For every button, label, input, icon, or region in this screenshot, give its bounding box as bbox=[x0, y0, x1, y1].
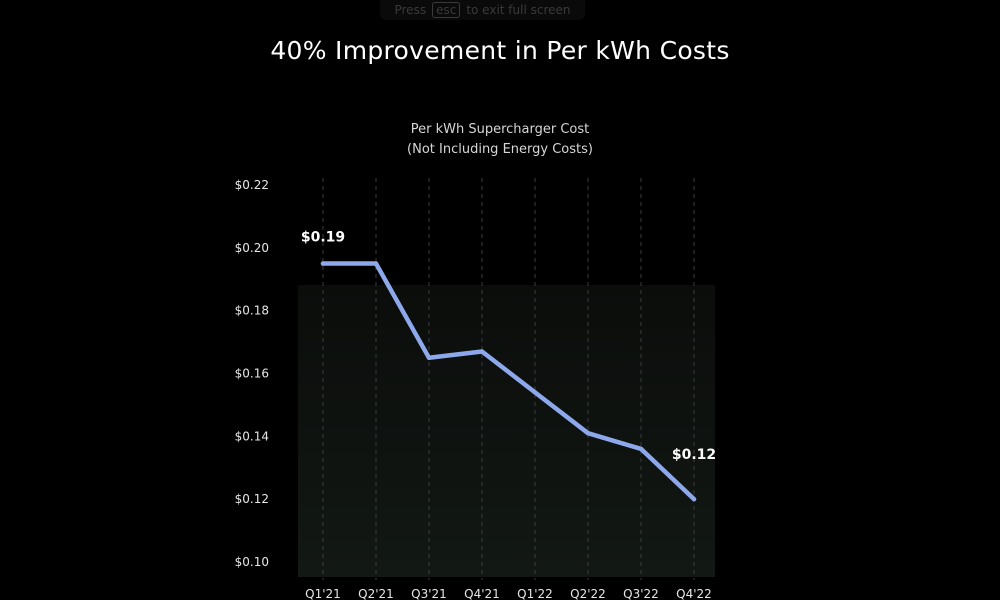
data-label: $0.12 bbox=[672, 447, 716, 463]
y-tick-label: $0.12 bbox=[235, 492, 269, 506]
slide-headline: 40% Improvement in Per kWh Costs bbox=[270, 36, 730, 65]
data-label: $0.19 bbox=[301, 230, 345, 246]
grid-lines bbox=[322, 178, 695, 580]
data-labels: $0.19 $0.12 bbox=[301, 230, 716, 464]
x-tick-label: Q4'21 bbox=[464, 587, 500, 600]
fullscreen-hint: Press esc to exit full screen bbox=[380, 0, 585, 20]
esc-key-badge: esc bbox=[432, 2, 461, 18]
data-point bbox=[426, 355, 432, 360]
x-tick-label: Q2'22 bbox=[570, 587, 606, 600]
x-tick-label: Q4'22 bbox=[676, 587, 712, 600]
y-axis-ticks: $0.22 $0.20 $0.18 $0.16 $0.14 $0.12 $0.10 bbox=[235, 178, 269, 569]
data-point bbox=[479, 349, 485, 354]
y-tick-label: $0.14 bbox=[235, 429, 269, 443]
x-tick-label: Q2'21 bbox=[358, 587, 394, 600]
x-tick-label: Q3'21 bbox=[411, 587, 447, 600]
series-line-0 bbox=[320, 261, 697, 502]
fullscreen-hint-press: Press bbox=[394, 3, 427, 17]
plot-area-shade bbox=[298, 285, 715, 577]
y-tick-label: $0.20 bbox=[235, 241, 269, 255]
data-point bbox=[585, 430, 591, 436]
x-tick-label: Q1'22 bbox=[517, 587, 553, 600]
y-tick-label: $0.10 bbox=[235, 555, 269, 569]
chart-subtitle: (Not Including Energy Costs) bbox=[407, 142, 593, 157]
x-tick-label: Q1'21 bbox=[305, 587, 341, 600]
x-tick-label: Q3'22 bbox=[623, 587, 659, 600]
data-point bbox=[638, 446, 644, 452]
data-point bbox=[373, 261, 379, 266]
series-layer bbox=[320, 261, 697, 502]
y-tick-label: $0.18 bbox=[235, 304, 269, 318]
y-tick-label: $0.16 bbox=[235, 367, 269, 381]
y-tick-label: $0.22 bbox=[235, 178, 269, 192]
chart-title: Per kWh Supercharger Cost bbox=[410, 122, 590, 137]
x-axis-ticks: Q1'21 Q2'21 Q3'21 Q4'21 Q1'22 Q2'22 Q3'22 Q4'22 bbox=[305, 587, 712, 600]
data-point bbox=[320, 261, 326, 266]
data-point bbox=[691, 496, 697, 502]
data-point bbox=[532, 390, 538, 395]
fullscreen-hint-suffix: to exit full screen bbox=[466, 3, 571, 17]
